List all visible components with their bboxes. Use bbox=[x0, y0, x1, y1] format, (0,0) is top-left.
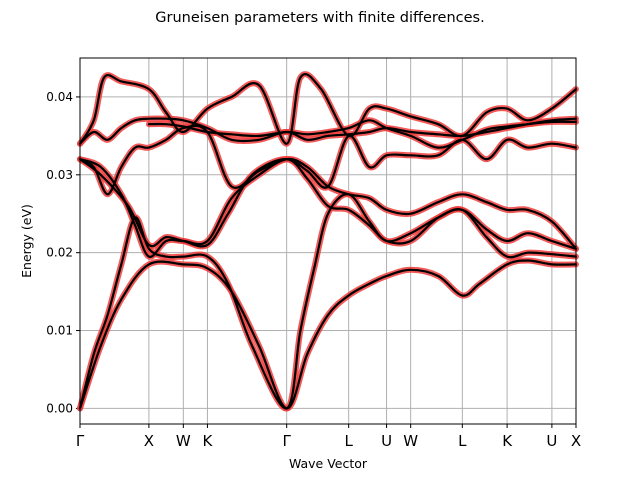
y-tick-label: 0.03 bbox=[46, 168, 73, 182]
x-axis-label: Wave Vector bbox=[289, 456, 368, 471]
band-halo-1 bbox=[77, 257, 579, 412]
band-line-4 bbox=[78, 157, 578, 258]
band-line-5 bbox=[78, 124, 578, 196]
y-tick-label: 0.01 bbox=[46, 324, 73, 338]
y-axis-ticks: 0.00 0.01 0.02 0.03 0.04 bbox=[46, 90, 80, 415]
x-tick-label: W bbox=[403, 432, 418, 450]
x-tick-label: L bbox=[458, 432, 467, 450]
band-line-2 bbox=[78, 193, 578, 410]
x-tick-label: K bbox=[203, 432, 214, 450]
x-tick-label: Γ bbox=[282, 432, 291, 450]
x-tick-label: Γ bbox=[76, 432, 85, 450]
x-tick-label: X bbox=[571, 432, 581, 450]
x-tick-label: U bbox=[546, 432, 557, 450]
band-line-7 bbox=[78, 73, 578, 145]
band-halo-2 bbox=[77, 191, 579, 412]
band-halo-3 bbox=[77, 156, 579, 252]
band-line-layer bbox=[78, 73, 578, 410]
x-tick-label: X bbox=[144, 432, 154, 450]
band-line-1 bbox=[78, 259, 578, 410]
x-tick-label: W bbox=[176, 432, 191, 450]
band-line-6 bbox=[78, 117, 578, 145]
x-tick-label: L bbox=[344, 432, 353, 450]
band-line-8 bbox=[147, 119, 578, 149]
y-tick-label: 0.04 bbox=[46, 90, 73, 104]
chart-title: Gruneisen parameters with finite differe… bbox=[155, 10, 484, 26]
plot-frame bbox=[79, 57, 577, 425]
y-axis-label: Energy (eV) bbox=[19, 204, 34, 278]
x-tick-label: K bbox=[502, 432, 513, 450]
band-line-3 bbox=[78, 158, 578, 250]
x-tick-label: U bbox=[381, 432, 392, 450]
y-tick-label: 0.02 bbox=[46, 246, 73, 260]
y-tick-label: 0.00 bbox=[46, 401, 73, 415]
